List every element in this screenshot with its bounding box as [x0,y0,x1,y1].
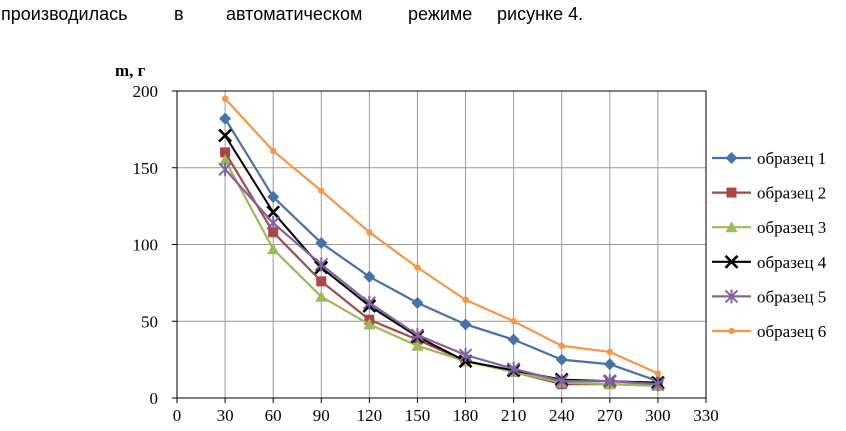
legend-entry-2: образец 2 [712,184,826,203]
data-point [603,374,617,389]
y-tick-label: 200 [133,82,159,101]
legend-marker [725,152,738,164]
legend-entry-6: образец 6 [712,322,826,341]
legend-marker [726,187,737,198]
data-point [318,187,325,194]
x-tick-label: 240 [549,406,575,425]
legend-label: образец 2 [757,184,826,203]
doc-word-3: автоматическом [226,4,363,24]
legend-label: образец 4 [757,253,827,272]
series-6 [221,95,662,377]
series-3 [219,154,664,391]
data-point [506,361,521,376]
data-point [462,296,469,303]
data-point [458,348,473,363]
data-point [267,243,280,255]
y-tick-label: 0 [150,389,159,408]
data-point [603,358,616,371]
data-point [510,318,517,325]
x-tick-label: 300 [645,406,671,425]
data-point [267,190,280,203]
legend-label: образец 5 [757,287,826,306]
data-point [651,377,665,392]
data-point [316,276,327,287]
data-point [266,216,280,231]
legend-entry-4: образец 4 [712,253,827,272]
grid-layer [176,90,707,399]
data-point [555,374,569,389]
data-point [218,162,232,177]
legend: образец 1 образец 2 образец 3 образец 4 обра… [712,149,827,341]
doc-word-5: рисунке 4. [497,4,584,24]
data-point [219,154,232,166]
legend-marker [724,289,739,304]
legend-entry-1: образец 1 [712,149,826,168]
legend-marker [725,221,738,233]
series-line [224,168,658,386]
data-point [411,339,424,351]
x-tick-label: 150 [405,406,431,425]
data-point [654,370,662,377]
y-tick-label: 100 [133,236,159,255]
x-tick-label: 120 [357,406,383,425]
data-point [363,270,376,283]
series-line [224,97,659,375]
legend-marker [724,254,739,269]
data-point [459,318,472,331]
data-point [366,229,373,236]
series-layer [218,95,665,392]
data-point [219,112,232,125]
doc-word-1: производилась [1,4,128,24]
document-text-line: производилась в автоматическом режиме ри… [0,4,846,34]
x-tick-label: 60 [265,406,282,425]
data-point [363,318,376,330]
data-point [410,328,425,343]
series-line [224,159,658,387]
y-tick-label: 150 [133,159,159,178]
data-point [362,295,377,310]
data-point [218,128,233,143]
series-line [224,118,659,383]
doc-word-4: режиме [408,4,473,24]
x-tick-label: 0 [173,406,182,425]
legend-label: образец 1 [757,149,826,168]
data-point [507,333,520,346]
y-tick-label: 50 [141,312,158,331]
data-point [221,95,229,102]
x-tick-label: 90 [313,406,330,425]
data-point [558,342,565,350]
doc-word-2: в [174,4,184,24]
data-point [555,353,568,366]
x-tick-label: 330 [693,406,719,425]
data-point [314,257,328,272]
x-tick-label: 210 [501,406,527,425]
ticks-layer: 0 30 60 90 120 150 180 210 240 270 300 330 0 50 100 150… [133,82,719,425]
legend-marker [728,327,735,335]
data-point [414,264,421,271]
legend-label: образец 6 [757,322,826,341]
series-5 [218,162,665,392]
legend-entry-3: образец 3 [712,218,826,237]
data-point [220,147,231,158]
legend-label: образец 3 [757,218,826,237]
data-point [411,296,424,309]
data-point [269,147,277,155]
data-point [266,205,281,220]
x-tick-label: 180 [453,406,479,425]
data-point [315,236,328,249]
x-tick-label: 270 [597,406,623,425]
y-axis-label: m, г [115,61,146,80]
data-point [268,227,279,238]
legend-entry-5: образец 5 [712,287,826,306]
data-point [315,290,328,302]
data-point [606,348,614,356]
x-tick-label: 30 [217,406,234,425]
